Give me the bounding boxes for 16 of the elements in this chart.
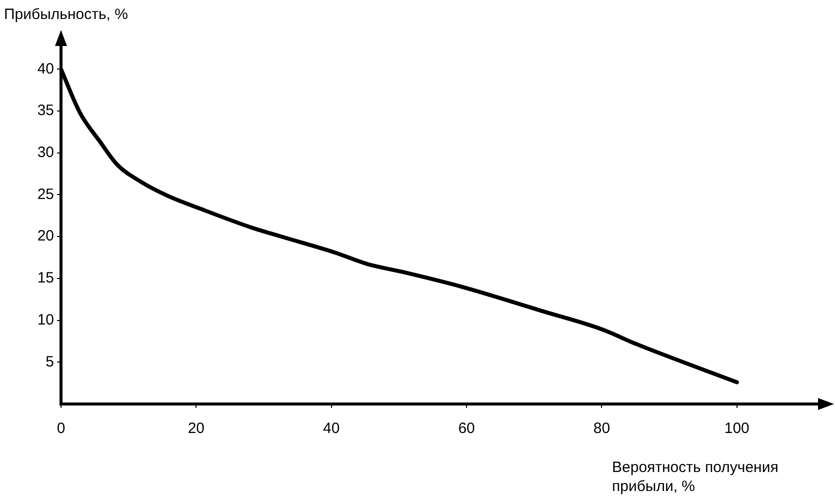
- y-tick-label: 25: [37, 186, 54, 203]
- x-tick-label: 20: [188, 420, 205, 438]
- y-tick-label: 30: [37, 144, 54, 161]
- y-tick-label: 20: [37, 228, 54, 245]
- x-tick-label: 80: [593, 420, 610, 438]
- x-tick-label: 0: [56, 420, 66, 438]
- y-tick-label: 35: [37, 102, 54, 120]
- x-tick-label: 40: [323, 420, 340, 438]
- x-tick-label: 60: [458, 420, 475, 438]
- y-tick-label: 5: [46, 353, 54, 370]
- y-tick-label: 40: [37, 60, 54, 78]
- x-tick-label: 100: [724, 420, 750, 438]
- y-tick-label: 10: [37, 311, 54, 328]
- y-tick-label: 15: [37, 270, 54, 287]
- x-axis-title: Вероятность получения прибыли, %: [612, 458, 780, 496]
- y-axis-title: Прибыльность, %: [4, 6, 128, 23]
